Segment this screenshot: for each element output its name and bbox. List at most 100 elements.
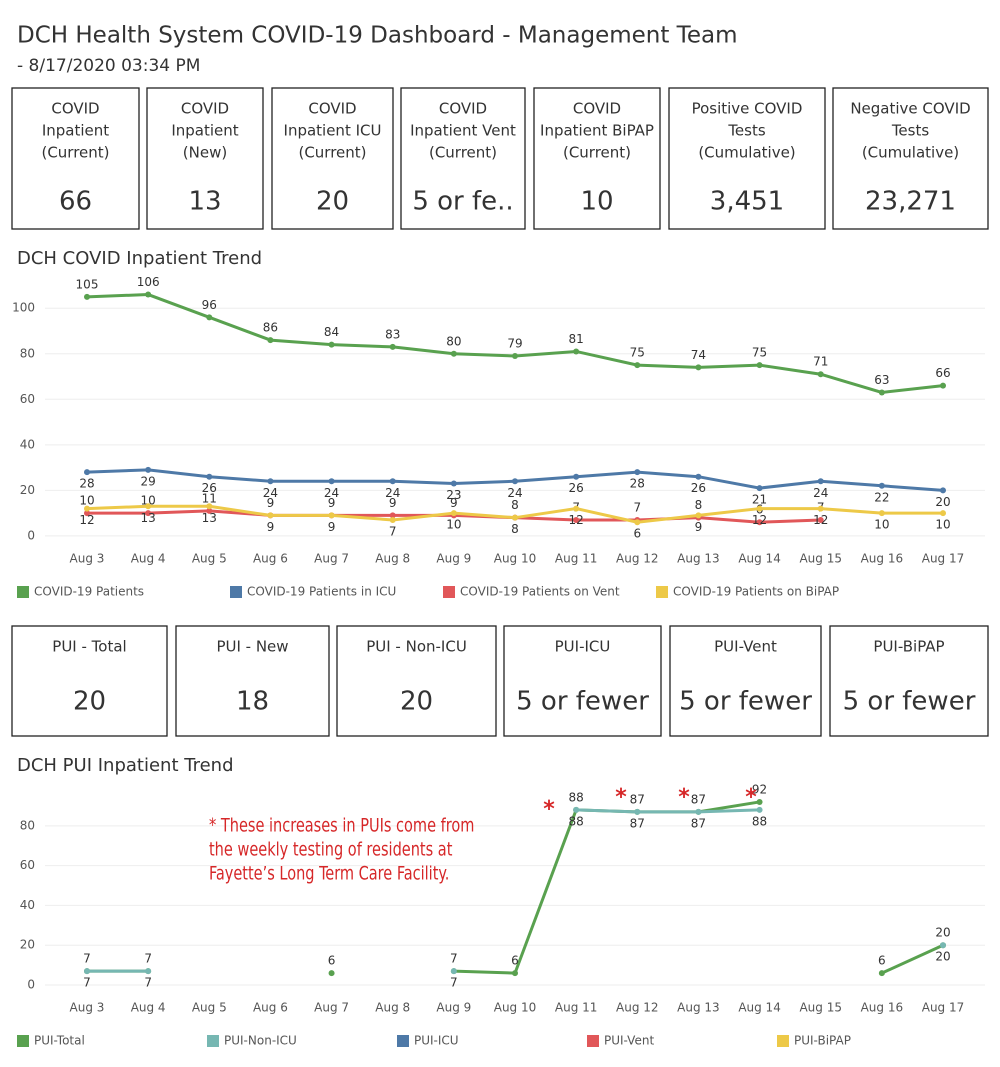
data-label: 87 <box>630 816 645 830</box>
data-point <box>206 503 213 510</box>
data-point <box>328 478 335 485</box>
data-point <box>84 469 90 476</box>
legend-swatch <box>443 586 455 598</box>
data-point <box>817 478 824 485</box>
legend-swatch <box>587 1035 599 1047</box>
data-point <box>573 806 580 813</box>
data-point <box>389 512 396 519</box>
data-label: 7 <box>633 500 641 514</box>
data-label: 6 <box>878 954 886 968</box>
data-point <box>817 371 824 378</box>
asterisk: * <box>678 785 690 810</box>
legend-label: PUI-ICU <box>414 1034 459 1048</box>
chart-title: DCH COVID Inpatient Trend <box>17 248 262 269</box>
data-point <box>450 968 457 975</box>
y-tick-label: 0 <box>27 528 35 542</box>
kpi-label: Tests <box>891 122 930 140</box>
x-tick-label: Aug 5 <box>192 552 227 566</box>
data-point <box>267 478 274 485</box>
chart-title: DCH PUI Inpatient Trend <box>17 755 234 776</box>
data-label: 21 <box>752 493 767 507</box>
data-point <box>817 516 824 523</box>
data-point <box>389 343 396 350</box>
kpi-label: COVID <box>181 100 229 118</box>
kpi-label: Inpatient <box>42 122 109 140</box>
data-label: 9 <box>328 520 336 534</box>
legend-label: COVID-19 Patients <box>34 585 144 599</box>
legend-swatch <box>17 1035 29 1047</box>
kpi-label: Negative COVID <box>850 100 970 118</box>
kpi-card <box>400 87 526 230</box>
data-label: 20 <box>935 950 950 964</box>
x-tick-label: Aug 8 <box>375 552 410 566</box>
data-point <box>267 512 274 519</box>
y-tick-label: 20 <box>20 938 35 952</box>
data-point <box>573 348 580 355</box>
x-tick-label: Aug 9 <box>436 552 471 566</box>
x-tick-label: Aug 6 <box>253 552 288 566</box>
data-point <box>573 505 580 512</box>
data-label: 92 <box>752 782 767 796</box>
data-label: 87 <box>630 792 645 806</box>
data-label: 7 <box>144 952 152 966</box>
data-label: 6 <box>633 527 641 541</box>
data-point <box>512 514 518 521</box>
kpi-label: (Cumulative) <box>862 144 959 162</box>
kpi-label: Inpatient BiPAP <box>540 122 654 140</box>
annotation: * These increases in PUIs come from <box>209 815 474 837</box>
data-point <box>634 519 641 526</box>
data-label: 12 <box>813 513 828 527</box>
data-label: 66 <box>935 366 950 380</box>
x-tick-label: Aug 13 <box>677 552 720 566</box>
kpi-value: 3,451 <box>710 187 784 217</box>
data-point <box>756 485 763 492</box>
kpi-value: 20 <box>400 687 433 717</box>
data-label: 9 <box>695 520 703 534</box>
data-label: 8 <box>511 522 519 536</box>
data-label: 83 <box>385 327 400 341</box>
x-tick-label: Aug 16 <box>861 1001 904 1015</box>
x-tick-label: Aug 12 <box>616 1001 659 1015</box>
x-tick-label: Aug 4 <box>131 552 166 566</box>
data-point <box>878 510 885 517</box>
x-tick-label: Aug 11 <box>555 1001 598 1015</box>
legend-label: COVID-19 Patients in ICU <box>247 585 396 599</box>
data-label: 88 <box>569 790 584 804</box>
kpi-label: COVID <box>573 100 621 118</box>
data-label: 7 <box>389 524 397 538</box>
data-point <box>84 510 90 517</box>
data-label: 24 <box>813 486 828 500</box>
data-point <box>573 473 580 480</box>
x-tick-label: Aug 17 <box>922 552 965 566</box>
y-tick-label: 100 <box>12 301 35 315</box>
data-point <box>634 808 641 815</box>
data-point <box>512 353 518 360</box>
kpi-label: (Current) <box>298 144 366 162</box>
kpi-card <box>11 87 140 230</box>
data-label: 7 <box>83 952 91 966</box>
y-tick-label: 0 <box>27 978 35 992</box>
data-point <box>695 473 702 480</box>
data-label: 9 <box>328 496 336 510</box>
data-label: 12 <box>752 513 767 527</box>
x-tick-label: Aug 6 <box>253 1001 288 1015</box>
x-tick-label: Aug 3 <box>70 552 105 566</box>
legend-swatch <box>397 1035 409 1047</box>
data-label: 7 <box>83 976 91 990</box>
asterisk: * <box>615 785 627 810</box>
data-point <box>940 487 946 494</box>
kpi-value: 66 <box>59 187 92 217</box>
data-label: 22 <box>874 490 889 504</box>
kpi-value: 5 or fe.. <box>412 187 513 217</box>
data-label: 105 <box>76 277 99 291</box>
data-label: 24 <box>324 486 339 500</box>
kpi-value: 18 <box>236 687 269 717</box>
data-label: 71 <box>813 355 828 369</box>
kpi-card <box>829 625 989 737</box>
data-point <box>145 503 152 510</box>
data-label: 13 <box>202 511 217 525</box>
data-label: 26 <box>691 481 706 495</box>
kpi-label: (Current) <box>41 144 109 162</box>
data-label: 20 <box>935 495 950 509</box>
kpi-card <box>175 625 330 737</box>
